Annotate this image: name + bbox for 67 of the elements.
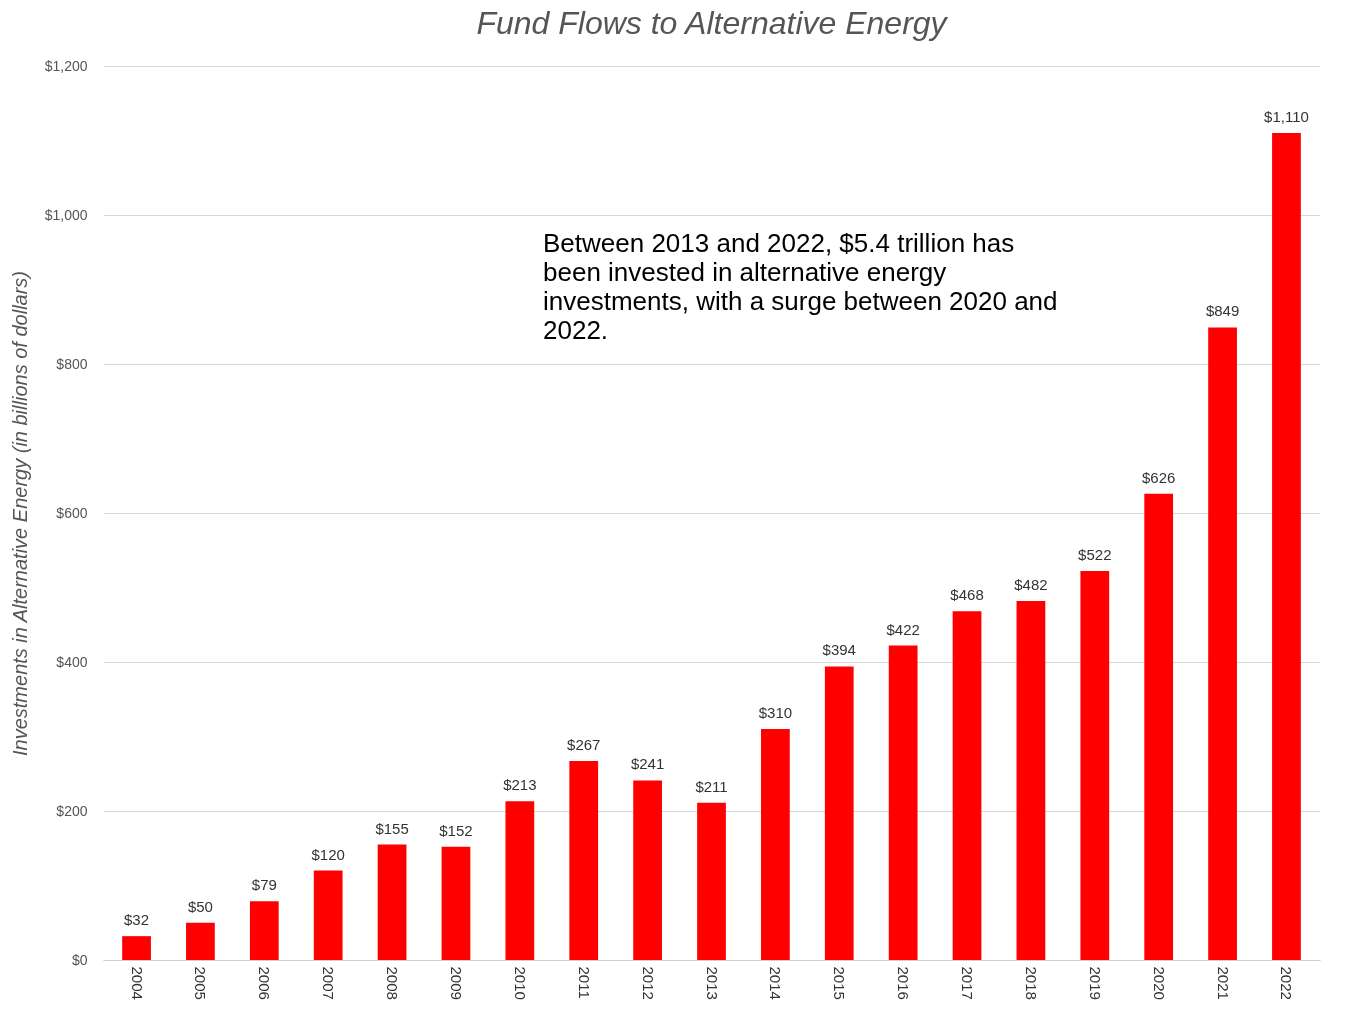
y-tick-label: $1,200 [44, 57, 88, 74]
data-label: $626 [1142, 468, 1176, 486]
data-label: $241 [630, 755, 665, 773]
y-axis-title: Investments in Alternative Energy (in billions of dollars) [8, 270, 31, 757]
x-tick-label: 2017 [959, 966, 977, 1000]
annotation: Between 2013 and 2022, $5.4 trillion has been invested in alternative energy investments, with a surge between 2020 and 2022. [543, 228, 1058, 345]
x-tick-label: 2016 [895, 966, 913, 1000]
data-label: $1,110 [1264, 108, 1309, 126]
bar [569, 761, 599, 960]
bar [761, 729, 790, 960]
data-label: $522 [1078, 546, 1112, 564]
data-label: $211 [695, 777, 728, 795]
bar [1080, 571, 1110, 960]
y-tick-label: $400 [56, 653, 88, 670]
data-label: $155 [375, 819, 409, 837]
x-tick-label: 2012 [639, 966, 657, 1000]
x-tick-label: 2015 [831, 966, 849, 1000]
data-label: $213 [503, 776, 537, 794]
data-label: $468 [950, 586, 984, 604]
bar [1272, 133, 1301, 960]
x-tick-label: 2019 [1086, 966, 1104, 1000]
chart-title: Fund Flows to Alternative Energy [476, 5, 949, 41]
x-tick-label: 2008 [384, 966, 402, 1000]
data-label: $32 [124, 911, 150, 929]
bar [441, 846, 471, 960]
y-tick-label: $1,000 [44, 206, 88, 223]
y-tick-label: $800 [56, 355, 88, 372]
y-tick-label: $600 [56, 504, 88, 521]
x-tick-label: 2009 [447, 966, 465, 1000]
x-tick-label: 2007 [320, 966, 338, 1000]
x-tick-label: 2014 [767, 966, 785, 1000]
bar [633, 780, 662, 960]
bar [249, 901, 279, 960]
x-tick-label: 2010 [511, 966, 529, 1000]
bar [1144, 493, 1174, 960]
x-tick-label: 2018 [1022, 966, 1040, 1000]
data-label: $482 [1014, 575, 1048, 593]
bar [377, 844, 407, 960]
x-tick-label: 2005 [192, 966, 210, 1000]
bar [186, 922, 215, 960]
bar [313, 870, 343, 960]
data-label: $394 [822, 641, 856, 659]
bar [1016, 600, 1046, 960]
bar [122, 936, 151, 960]
data-label: $422 [886, 620, 920, 638]
bar [505, 801, 535, 960]
data-label: $152 [439, 821, 473, 839]
data-label: $849 [1205, 302, 1240, 320]
data-label: $50 [187, 897, 213, 915]
y-tick-label: $0 [71, 951, 88, 968]
x-tick-label: 2006 [256, 966, 274, 1000]
bar [952, 611, 982, 960]
x-tick-label: 2022 [1278, 966, 1296, 1000]
x-tick-label: 2013 [703, 966, 721, 1000]
data-label: $310 [758, 704, 793, 722]
x-tick-label: 2004 [128, 966, 146, 1000]
data-label: $120 [311, 845, 345, 863]
bar [697, 802, 726, 960]
x-tick-label: 2021 [1214, 966, 1232, 1000]
x-tick-label: 2011 [575, 966, 593, 999]
y-tick-label: $200 [56, 802, 88, 819]
x-tick-label: 2020 [1150, 966, 1168, 1000]
bar [824, 666, 854, 960]
bar [888, 645, 918, 960]
bar [1208, 327, 1237, 960]
data-label: $79 [251, 876, 277, 894]
data-label: $267 [567, 736, 601, 754]
